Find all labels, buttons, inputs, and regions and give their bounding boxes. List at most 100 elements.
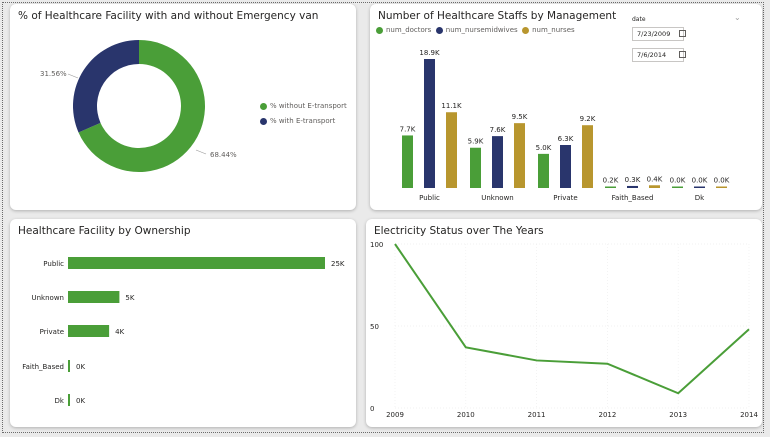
ownership-value-label: 25K: [331, 260, 345, 268]
staff-bar-label: 11.1K: [441, 102, 462, 110]
staff-bar[interactable]: [514, 123, 525, 188]
staff-bar-label: 18.9K: [419, 49, 440, 57]
legend-label[interactable]: num_doctors: [386, 26, 432, 34]
donut-panel[interactable]: % of Healthcare Facility with and withou…: [10, 4, 356, 210]
date-from-input[interactable]: 7/23/2009: [632, 27, 684, 41]
staff-bar-label: 0.0K: [692, 177, 708, 185]
calendar-icon[interactable]: [679, 30, 686, 37]
staff-bar-label: 7.6K: [490, 126, 506, 134]
dashboard-frame: [2, 2, 764, 433]
staff-bar[interactable]: [716, 186, 727, 189]
staff-category-label: Unknown: [481, 194, 514, 202]
x-tick-label: 2013: [669, 411, 687, 419]
x-tick-label: 2014: [740, 411, 758, 419]
donut-leader-line[interactable]: [67, 73, 79, 79]
staff-bar[interactable]: [605, 186, 616, 189]
ownership-title: Healthcare Facility by Ownership: [18, 225, 191, 237]
legend-dot-icon: [435, 26, 443, 34]
donut-leader-line[interactable]: [195, 149, 207, 155]
chevron-down-icon[interactable]: ⌄: [734, 13, 741, 22]
ownership-category-label: Dk: [55, 397, 65, 405]
staff-bar-label: 9.5K: [512, 113, 528, 121]
legend-dot-icon: [260, 102, 267, 110]
donut-chart[interactable]: 68.44% 31.56%: [10, 4, 356, 210]
donut-legend-item-without[interactable]: % without E-transport: [260, 102, 347, 110]
ownership-value-label: 0K: [76, 397, 85, 405]
ownership-bar[interactable]: [68, 291, 120, 303]
staff-bar[interactable]: [649, 185, 660, 188]
ownership-category-label: Faith_Based: [22, 363, 64, 371]
staff-panel[interactable]: Number of Healthcare Staffs by Managemen…: [370, 4, 762, 210]
staff-bar-chart[interactable]: 7.7K 18.9K 11.1K Public 5.9K 7.6K 9.5K Unknown 5…: [370, 4, 762, 210]
ownership-category-label: Unknown: [32, 294, 65, 302]
donut-slice[interactable]: [78, 40, 206, 173]
ownership-bar[interactable]: [68, 325, 110, 337]
staff-category-label: Public: [419, 194, 440, 202]
staff-bar-label: 0.3K: [625, 176, 641, 184]
legend-dot-icon: [260, 117, 267, 125]
staff-bar[interactable]: [538, 153, 549, 188]
date-from-value: 7/23/2009: [637, 30, 671, 38]
ownership-bar[interactable]: [68, 360, 70, 372]
staff-bar-label: 5.0K: [536, 144, 552, 152]
donut-title: % of Healthcare Facility with and withou…: [18, 10, 319, 22]
staff-bar[interactable]: [446, 112, 457, 188]
legend-dot-icon: [522, 26, 530, 34]
ownership-bar[interactable]: [68, 394, 70, 406]
donut-label-without: 68.44%: [210, 151, 237, 159]
staff-bar-label: 0.0K: [714, 177, 730, 185]
staff-bar-label: 0.2K: [603, 177, 619, 185]
donut-label-with: 31.56%: [40, 70, 67, 78]
staff-bar[interactable]: [424, 59, 435, 188]
staff-title: Number of Healthcare Staffs by Managemen…: [378, 10, 617, 22]
staff-bar[interactable]: [560, 145, 571, 188]
date-to-input[interactable]: 7/6/2014: [632, 48, 684, 62]
legend-label[interactable]: num_nursemidwives: [445, 26, 518, 34]
ownership-value-label: 5K: [125, 294, 134, 302]
legend-dot-icon: [376, 26, 383, 34]
electricity-panel[interactable]: Electricity Status over The Years 0 50 100…: [366, 219, 762, 427]
legend-label: % with E-transport: [270, 117, 336, 125]
donut-legend-item-with[interactable]: % with E-transport: [260, 117, 335, 125]
legend-label: % without E-transport: [270, 102, 347, 110]
ownership-category-label: Public: [43, 260, 64, 268]
staff-bar[interactable]: [492, 136, 503, 188]
staff-bar-label: 0.4K: [647, 175, 663, 183]
staff-bar-label: 6.3K: [558, 135, 574, 143]
ownership-panel[interactable]: Healthcare Facility by Ownership Public 2…: [10, 219, 356, 427]
staff-category-label: Private: [553, 194, 577, 202]
date-slicer-label: date: [632, 16, 646, 23]
staff-bar[interactable]: [694, 186, 705, 189]
ownership-value-label: 0K: [76, 363, 85, 371]
staff-bar[interactable]: [470, 147, 481, 188]
date-to-value: 7/6/2014: [637, 51, 667, 59]
x-tick-label: 2012: [598, 411, 616, 419]
y-tick-label: 0: [370, 405, 374, 413]
ownership-bar-chart[interactable]: Public 25K Unknown 5K Private 4K Faith_Based 0K…: [10, 219, 356, 427]
x-tick-label: 2009: [386, 411, 404, 419]
legend-label[interactable]: num_nurses: [532, 26, 575, 34]
staff-bar[interactable]: [672, 186, 683, 189]
donut-slice[interactable]: [73, 40, 139, 133]
staff-category-label: Dk: [695, 194, 705, 202]
calendar-icon[interactable]: [679, 51, 686, 58]
staff-bar-label: 0.0K: [670, 177, 686, 185]
x-tick-label: 2010: [457, 411, 475, 419]
staff-bar[interactable]: [582, 125, 593, 188]
ownership-bar[interactable]: [68, 257, 325, 269]
ownership-value-label: 4K: [115, 328, 124, 336]
staff-bar-label: 9.2K: [580, 115, 596, 123]
staff-bar[interactable]: [402, 135, 413, 188]
y-tick-label: 50: [370, 323, 379, 331]
ownership-category-label: Private: [40, 328, 64, 336]
staff-legend: num_doctors num_nursemidwives num_nurses: [376, 26, 575, 34]
staff-bar-label: 7.7K: [400, 125, 416, 133]
staff-category-label: Faith_Based: [612, 194, 654, 202]
electricity-series-line[interactable]: [394, 243, 750, 395]
x-tick-label: 2011: [528, 411, 546, 419]
electricity-line-chart[interactable]: 0 50 100 2009 2010 2011 2012 2013 2014: [366, 219, 762, 427]
electricity-title: Electricity Status over The Years: [374, 225, 544, 237]
staff-bar[interactable]: [627, 185, 638, 188]
y-tick-label: 100: [370, 241, 383, 249]
staff-bar-label: 5.9K: [468, 138, 484, 146]
